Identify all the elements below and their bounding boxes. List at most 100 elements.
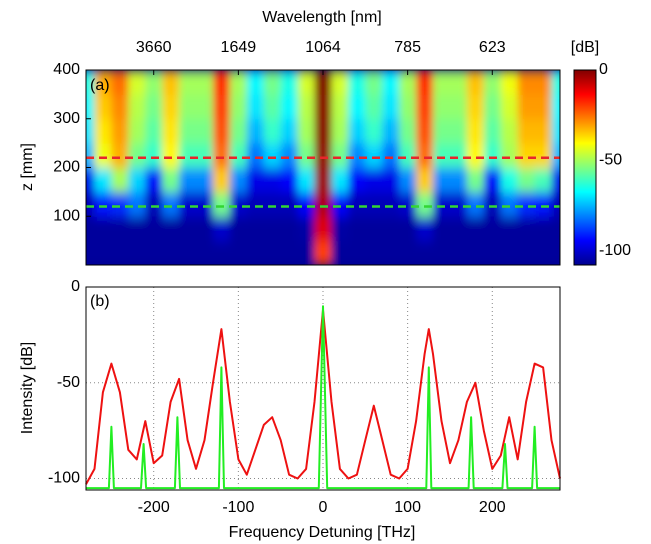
heatmap-cell [297,167,316,193]
heatmap-cell [331,143,349,168]
x2-tick-label: 623 [479,39,506,56]
heatmap-cell [500,167,519,193]
heatmap-cell [500,216,519,242]
heatmap-cell [551,167,560,193]
heatmap-cell [416,118,434,144]
heatmap-cell [534,143,553,168]
heatmap-cell [229,143,248,168]
heatmap-cell [500,143,519,168]
heatmap-cell [348,240,366,265]
heatmap-cell [551,191,560,217]
heatmap-cell [86,167,95,193]
heatmap-cell [94,167,112,193]
axes-b-frame [85,286,561,491]
heatmap-cell [348,167,366,193]
heatmap-cell [111,167,129,193]
heatmap-cell [280,240,299,265]
heatmap-cell [365,191,383,217]
heatmap-cell [331,240,349,265]
heatmap-cell [179,94,197,120]
heatmap-cell [263,167,282,193]
heatmap-cell [517,94,536,120]
x-tick-label: -200 [138,499,170,516]
heatmap-cell [399,167,417,193]
heatmap-cell [416,143,434,168]
heatmap-cell [86,94,95,120]
heatmap-cell [399,191,417,217]
series-line [85,309,561,485]
heatmap-cell [212,94,231,120]
heatmap-cell [331,94,349,120]
heatmap-cell [280,70,299,95]
x-tick-label: 100 [394,499,421,516]
x2-tick-label: 1064 [305,39,341,56]
heatmap-cell [229,240,248,265]
heatmap-cell [466,167,485,193]
heatmap-cell [212,167,231,193]
heatmap-cell [297,94,316,120]
heatmap-cell [483,70,502,95]
heatmap-cell [86,216,95,242]
heatmap-cell [280,118,299,144]
heatmap-cell [534,167,553,193]
heatmap-cell [314,167,332,193]
heatmap-cell [466,118,485,144]
heatmap-cell [196,240,214,265]
heatmap-cell [382,94,400,120]
y-tick-label: 0 [71,278,80,295]
heatmap-cell [433,118,451,144]
heatmap-cell [517,240,536,265]
heatmap-cell [365,118,383,144]
heatmap-cell [382,240,400,265]
heatmap-cell [416,240,434,265]
heatmap-cell [449,70,468,95]
heatmap-cell [416,70,434,95]
heatmap-cell [162,167,180,193]
heatmap-cell [365,167,383,193]
heatmap-cell [534,240,553,265]
heatmap-cell [263,118,282,144]
heatmap-cell [483,94,502,120]
x2-axis-title: Wavelength [nm] [262,9,381,26]
heatmap-cell [263,94,282,120]
heatmap-cell [314,143,332,168]
heatmap-cell [196,70,214,95]
heatmap-cell [111,191,129,217]
heatmap-cell [111,94,129,120]
colorbar-label: [dB] [571,39,599,56]
heatmap-cell [128,240,146,265]
heatmap-cell [246,70,265,95]
heatmap-cell [534,70,553,95]
heatmap-cell [128,191,146,217]
heatmap-cell [297,143,316,168]
y-tick-label: -100 [48,470,80,487]
heatmap-cell [111,143,129,168]
heatmap-cell [86,191,95,217]
heatmap-cell [551,240,560,265]
heatmap-cell [162,216,180,242]
heatmap-cell [94,94,112,120]
heatmap [86,70,560,265]
heatmap-cell [297,216,316,242]
heatmap-cell [128,167,146,193]
heatmap-cell [314,240,332,265]
heatmap-cell [94,191,112,217]
heatmap-cell [416,191,434,217]
heatmap-cell [500,240,519,265]
heatmap-cell [433,70,451,95]
heatmap-cell [449,118,468,144]
heatmap-cell [551,118,560,144]
heatmap-cell [297,191,316,217]
heatmap-cell [111,118,129,144]
heatmap-cell [314,216,332,242]
heatmap-cell [433,191,451,217]
heatmap-cell [246,94,265,120]
heatmap-cell [111,216,129,242]
heatmap-cell [263,70,282,95]
heatmap-cell [348,216,366,242]
heatmap-cell [196,118,214,144]
heatmap-cell [280,167,299,193]
heatmap-cell [246,191,265,217]
heatmap-cell [128,94,146,120]
